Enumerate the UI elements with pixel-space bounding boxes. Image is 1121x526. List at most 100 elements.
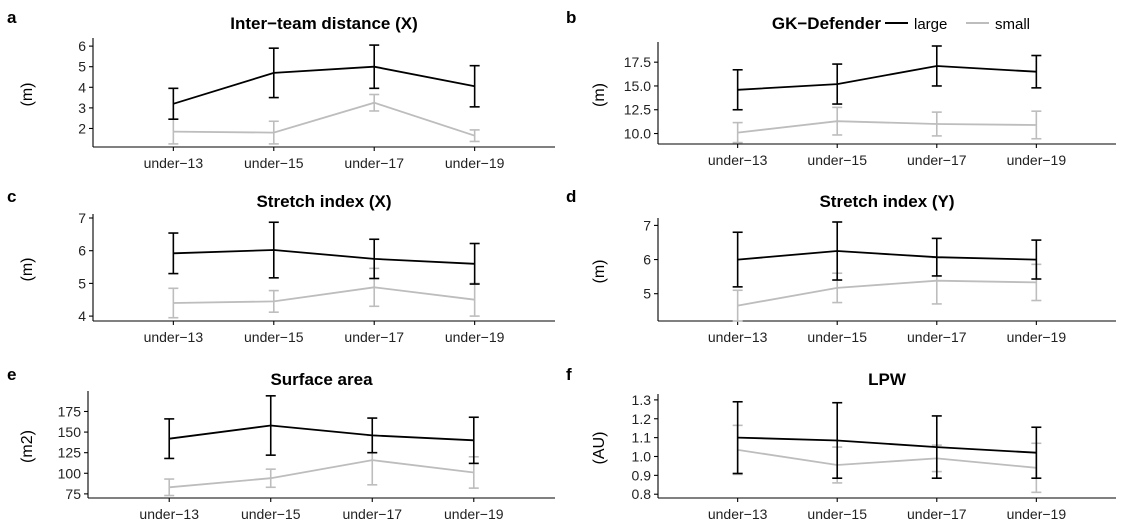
x-tick-label: under−19 — [445, 155, 505, 171]
x-tick-label: under−19 — [445, 329, 505, 345]
series-line-large — [737, 436, 1037, 454]
y-tick-label: 6 — [643, 252, 651, 268]
x-tick-label: under−15 — [807, 152, 867, 168]
y-tick-label: 10.0 — [624, 126, 651, 142]
series-line-small — [169, 459, 474, 489]
chart-title: Stretch index (X) — [256, 192, 391, 211]
y-tick-label: 4 — [78, 308, 86, 324]
panel-letter: e — [7, 365, 16, 384]
y-tick-label: 2 — [78, 120, 86, 136]
y-tick-label: 3 — [78, 100, 86, 116]
y-tick-label: 6 — [78, 38, 86, 54]
legend: large small — [885, 16, 1030, 33]
x-tick-label: under−17 — [344, 155, 404, 171]
chart-panel-a: a Inter−team distance (X) (m) 2 3 4 5 6 under−13… — [7, 8, 555, 171]
chart-title: GK−Defender — [772, 14, 881, 33]
y-tick-label: 1.2 — [632, 411, 652, 427]
legend-label-large: large — [914, 16, 947, 33]
x-tick-label: under−13 — [144, 155, 204, 171]
chart-title: Stretch index (Y) — [819, 192, 954, 211]
y-tick-label: 5 — [78, 59, 86, 75]
x-tick-label: under−19 — [444, 506, 504, 522]
series-line-large — [173, 249, 475, 265]
x-tick-label: under−13 — [708, 329, 768, 345]
chart-panel-f: f LPW (AU) 0.8 0.9 1.0 1.1 1.2 1.3 under−13 under−… — [566, 365, 1116, 522]
y-tick-label: 1.3 — [632, 392, 652, 408]
y-axis-title: (m) — [19, 258, 36, 282]
panel-letter: d — [566, 187, 576, 206]
legend-label-small: small — [995, 16, 1030, 33]
x-tick-label: under−19 — [1007, 152, 1067, 168]
chart-title: Inter−team distance (X) — [230, 14, 418, 33]
series-line-small — [737, 279, 1037, 307]
chart-title: Surface area — [270, 370, 373, 389]
panel-letter: b — [566, 8, 576, 27]
series-small — [732, 424, 1042, 494]
series-line-small — [173, 286, 475, 304]
x-tick-label: under−15 — [807, 329, 867, 345]
y-tick-label: 150 — [58, 424, 82, 440]
y-tick-label: 75 — [65, 486, 81, 502]
y-tick-label: 4 — [78, 79, 86, 95]
series-line-large — [737, 250, 1037, 261]
x-tick-label: under−17 — [907, 152, 967, 168]
series-line-large — [737, 65, 1037, 91]
y-tick-label: 125 — [58, 445, 82, 461]
series-line-small — [737, 120, 1037, 134]
series-large — [168, 44, 480, 121]
series-small — [168, 93, 480, 145]
y-tick-label: 7 — [643, 217, 651, 233]
x-tick-label: under−17 — [344, 329, 404, 345]
chart-panel-b: b GK−Defender large small (m) 10.0 12.5 15.0 17.… — [566, 8, 1116, 168]
series-large — [164, 395, 479, 465]
x-tick-label: under−15 — [244, 329, 304, 345]
y-tick-label: 0.8 — [632, 486, 652, 502]
panel-letter: a — [7, 8, 17, 27]
y-axis-title: (m) — [591, 83, 608, 107]
series-large — [732, 221, 1042, 288]
y-axis-title: (m) — [19, 83, 36, 107]
y-axis-title: (m) — [591, 260, 608, 284]
y-axis-title: (m2) — [19, 430, 36, 463]
x-tick-label: under−13 — [708, 506, 768, 522]
panel-letter: f — [566, 365, 572, 384]
chart-panel-e: e Surface area (m2) 75 100 125 150 175 under−13 u… — [7, 365, 555, 522]
y-tick-label: 1.0 — [632, 448, 652, 464]
y-tick-label: 12.5 — [624, 102, 651, 118]
series-small — [732, 256, 1042, 322]
x-tick-label: under−13 — [708, 152, 768, 168]
x-tick-label: under−15 — [241, 506, 301, 522]
y-tick-label: 6 — [78, 243, 86, 259]
x-tick-label: under−17 — [907, 329, 967, 345]
series-line-small — [737, 449, 1037, 469]
series-line-large — [169, 424, 474, 442]
chart-panel-c: c Stretch index (X) (m) 4 5 6 7 under−13 under−1… — [7, 187, 555, 345]
chart-title: LPW — [868, 370, 907, 389]
y-tick-label: 7 — [78, 210, 86, 226]
series-large — [168, 221, 480, 285]
x-tick-label: under−15 — [244, 155, 304, 171]
series-small — [164, 434, 479, 497]
y-tick-label: 100 — [58, 465, 82, 481]
y-tick-label: 175 — [58, 403, 82, 419]
x-tick-label: under−17 — [907, 506, 967, 522]
y-tick-label: 15.0 — [624, 78, 651, 94]
series-line-small — [173, 101, 475, 137]
series-large — [732, 400, 1042, 479]
y-tick-label: 1.1 — [632, 430, 652, 446]
y-tick-label: 5 — [78, 275, 86, 291]
y-tick-label: 5 — [643, 286, 651, 302]
y-tick-label: 0.9 — [632, 467, 652, 483]
y-tick-label: 17.5 — [624, 54, 651, 70]
x-tick-label: under−19 — [1007, 506, 1067, 522]
y-axis-title: (AU) — [591, 432, 608, 465]
x-tick-label: under−19 — [1007, 329, 1067, 345]
series-small — [168, 267, 480, 319]
x-tick-label: under−15 — [807, 506, 867, 522]
x-tick-label: under−17 — [342, 506, 402, 522]
series-large — [732, 45, 1042, 111]
series-small — [732, 106, 1042, 144]
chart-panel-d: d Stretch index (Y) (m) 5 6 7 under−13 under−15… — [566, 187, 1116, 345]
panel-letter: c — [7, 187, 16, 206]
